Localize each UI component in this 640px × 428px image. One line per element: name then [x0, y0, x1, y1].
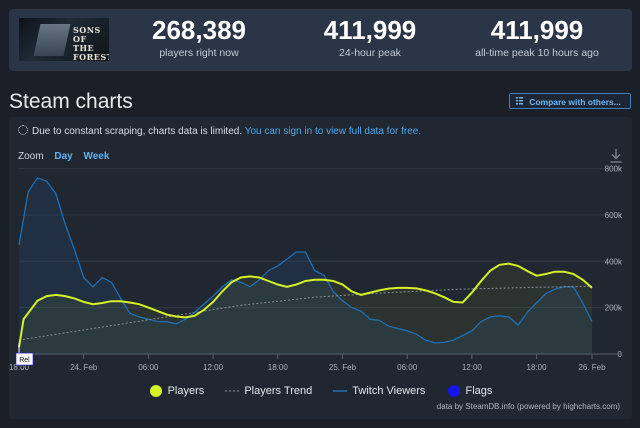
legend-item-flags[interactable]: Flags [447, 384, 493, 398]
y-axis-ticks: 0200k400k600k800k [605, 165, 623, 359]
zoom-week-button[interactable]: Week [83, 151, 110, 162]
release-flag-label: Rel [19, 357, 30, 364]
compare-button[interactable]: Compare with others... [509, 93, 631, 109]
legend-label: Flags [465, 384, 493, 397]
chart-flags: Rel [15, 343, 34, 366]
stat-value: 268,389 [152, 15, 246, 45]
zoom-controls: Zoom Day Week [18, 151, 109, 162]
stat-value: 411,999 [490, 15, 584, 45]
stat-label: players right now [159, 47, 239, 59]
y-tick-label: 600k [605, 211, 623, 220]
x-tick-label: 06:00 [397, 363, 418, 372]
data-limit-notice: Due to constant scraping, charts data is… [18, 125, 421, 137]
game-thumbnail-art [33, 24, 71, 56]
x-tick-label: 25. Feb [329, 363, 357, 372]
y-tick-label: 400k [605, 257, 623, 266]
series-twitch-line [18, 177, 593, 344]
stat-label: all-time peak 10 hours ago [475, 47, 599, 59]
series-players-line [18, 262, 593, 348]
stat-all-time-peak: 411,999 all-time peak 10 hours ago [447, 15, 627, 59]
stat-24h-peak: 411,999 24-hour peak [280, 15, 460, 59]
x-tick-label: 24. Feb [70, 363, 98, 372]
chart-panel: Due to constant scraping, charts data is… [9, 117, 632, 419]
x-tick-label: 12:00 [203, 363, 224, 372]
game-logo-text: SONS OF THE FOREST [73, 25, 109, 62]
compare-button-label: Compare with others... [529, 97, 621, 107]
legend-item-twitch[interactable]: Twitch Viewers [333, 385, 425, 397]
x-axis-ticks: 18:00 24. Feb 06:00 12:00 18:00 25. Feb 06:00 1… [9, 353, 622, 372]
twitch-area [19, 177, 592, 354]
x-tick-label: 26. Feb [578, 363, 606, 372]
stats-bar: SONS OF THE FOREST 268,389 players right… [9, 9, 632, 71]
series-trend-line [18, 285, 593, 341]
notice-text: Due to constant scraping, charts data is… [32, 126, 243, 137]
data-credit[interactable]: data by SteamDB.info (powered by highcha… [436, 402, 620, 411]
y-tick-label: 200k [605, 304, 623, 313]
twitch-legend-marker [333, 390, 348, 392]
chart-area [19, 177, 592, 354]
trend-legend-marker [225, 390, 240, 392]
x-tick-label: 18:00 [9, 363, 30, 372]
legend-label: Twitch Viewers [352, 384, 426, 397]
chart-legend: Players Players Trend Twitch Viewers Fla… [9, 384, 632, 398]
legend-label: Players Trend [244, 384, 313, 397]
game-thumbnail[interactable]: SONS OF THE FOREST [19, 18, 109, 61]
stat-value: 411,999 [323, 15, 417, 45]
chart-series [18, 177, 593, 348]
list-compare-icon [516, 97, 523, 105]
players-area [19, 263, 592, 354]
flags-legend-marker [447, 385, 460, 397]
players-legend-marker [149, 385, 162, 397]
x-tick-label: 18:00 [527, 363, 548, 372]
sign-in-link[interactable]: You can sign in to view full data for fr… [244, 126, 422, 137]
zoom-label: Zoom [18, 151, 44, 162]
download-icon[interactable] [610, 149, 622, 163]
x-tick-label: 06:00 [138, 363, 159, 372]
page-title: Steam charts [9, 90, 133, 113]
x-tick-label: 12:00 [462, 363, 483, 372]
legend-label: Players [167, 384, 205, 397]
stat-label: 24-hour peak [339, 47, 401, 59]
x-tick-label: 18:00 [268, 363, 289, 372]
stat-players-now: 268,389 players right now [109, 15, 289, 59]
loading-spinner-icon [18, 125, 28, 135]
release-flag[interactable] [15, 352, 34, 366]
legend-item-players[interactable]: Players [149, 384, 205, 398]
y-tick-label: 800k [605, 165, 623, 174]
zoom-day-button[interactable]: Day [54, 151, 73, 162]
legend-item-trend[interactable]: Players Trend [225, 385, 312, 397]
